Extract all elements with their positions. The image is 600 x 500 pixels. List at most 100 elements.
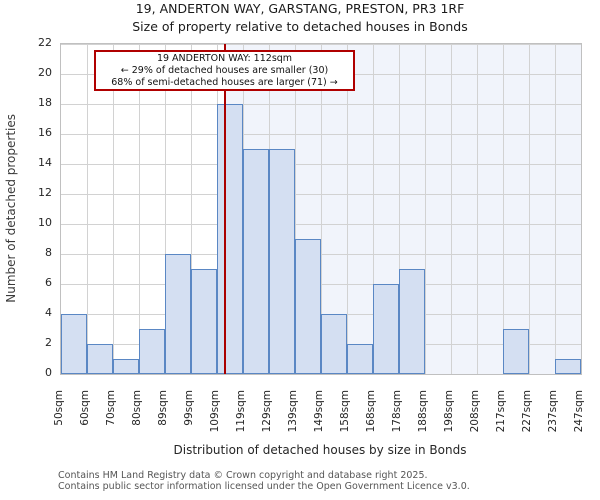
x-tick-text: 158sqm bbox=[339, 390, 351, 433]
plot-area: 19 ANDERTON WAY: 112sqm ← 29% of detache… bbox=[60, 43, 582, 375]
bar-129sqm bbox=[269, 149, 295, 374]
bar-158sqm bbox=[347, 344, 373, 374]
y-tick-label: 4 bbox=[45, 306, 52, 319]
bar-80sqm bbox=[139, 329, 165, 374]
y-tick-label: 8 bbox=[45, 246, 52, 259]
vertical-gridline bbox=[502, 44, 504, 374]
x-tick-label: 188sqm bbox=[417, 390, 429, 436]
bar-60sqm bbox=[87, 344, 113, 374]
x-tick-label: 149sqm bbox=[313, 390, 325, 436]
vertical-gridline bbox=[138, 44, 140, 374]
bar-178sqm bbox=[399, 269, 425, 374]
x-tick-text: 247sqm bbox=[573, 390, 585, 433]
x-tick-label: 208sqm bbox=[469, 390, 481, 436]
x-tick-text: 198sqm bbox=[443, 390, 455, 433]
horizontal-gridline bbox=[61, 44, 581, 45]
bar-149sqm bbox=[321, 314, 347, 374]
bar-217sqm bbox=[503, 329, 529, 374]
x-tick-label: 168sqm bbox=[365, 390, 377, 436]
vertical-gridline bbox=[86, 44, 88, 374]
horizontal-gridline bbox=[61, 164, 581, 165]
x-tick-text: 217sqm bbox=[495, 390, 507, 433]
horizontal-gridline bbox=[61, 104, 581, 105]
x-tick-text: 149sqm bbox=[313, 390, 325, 433]
bar-50sqm bbox=[61, 314, 87, 374]
callout-line-1: 19 ANDERTON WAY: 112sqm bbox=[156, 53, 293, 64]
bar-168sqm bbox=[373, 284, 399, 374]
x-tick-label: 158sqm bbox=[339, 390, 351, 436]
y-tick-label: 16 bbox=[38, 126, 52, 139]
x-axis-label: Distribution of detached houses by size … bbox=[173, 443, 467, 457]
x-tick-label: 80sqm bbox=[131, 390, 143, 430]
horizontal-gridline bbox=[61, 134, 581, 135]
x-tick-text: 168sqm bbox=[365, 390, 377, 433]
vertical-gridline bbox=[346, 44, 348, 374]
x-tick-text: 129sqm bbox=[261, 390, 273, 433]
chart-subtitle: Size of property relative to detached ho… bbox=[132, 19, 468, 34]
vertical-gridline bbox=[398, 44, 400, 374]
horizontal-gridline bbox=[61, 194, 581, 195]
vertical-gridline bbox=[528, 44, 530, 374]
x-tick-text: 188sqm bbox=[417, 390, 429, 433]
bar-237sqm bbox=[555, 359, 581, 374]
callout-line-2: ← 29% of detached houses are smaller (30… bbox=[120, 65, 329, 77]
x-tick-text: 70sqm bbox=[105, 390, 117, 426]
y-tick-label: 0 bbox=[45, 366, 52, 379]
x-tick-text: 237sqm bbox=[547, 390, 559, 433]
callout-line-3: 68% of semi-detached houses are larger (… bbox=[111, 77, 338, 89]
vertical-gridline bbox=[164, 44, 166, 374]
x-tick-text: 227sqm bbox=[521, 390, 533, 433]
x-tick-label: 99sqm bbox=[183, 390, 195, 430]
x-tick-label: 227sqm bbox=[521, 390, 533, 436]
horizontal-gridline bbox=[61, 254, 581, 255]
vertical-gridline bbox=[476, 44, 478, 374]
footer-line1: Contains HM Land Registry data © Crown c… bbox=[58, 470, 428, 481]
x-tick-label: 178sqm bbox=[391, 390, 403, 436]
vertical-gridline bbox=[554, 44, 556, 374]
x-tick-text: 80sqm bbox=[131, 390, 143, 426]
x-tick-label: 60sqm bbox=[79, 390, 91, 430]
y-tick-label: 12 bbox=[38, 186, 52, 199]
x-tick-text: 119sqm bbox=[235, 390, 247, 433]
y-tick-label: 2 bbox=[45, 336, 52, 349]
x-tick-text: 109sqm bbox=[209, 390, 221, 433]
x-tick-label: 70sqm bbox=[105, 390, 117, 430]
y-tick-label: 22 bbox=[38, 36, 52, 49]
bar-109sqm bbox=[217, 104, 243, 374]
x-tick-label: 237sqm bbox=[547, 390, 559, 436]
x-tick-text: 208sqm bbox=[469, 390, 481, 433]
x-tick-text: 139sqm bbox=[287, 390, 299, 433]
vertical-gridline bbox=[320, 44, 322, 374]
chart-title: 19, ANDERTON WAY, GARSTANG, PRESTON, PR3… bbox=[135, 1, 465, 16]
vertical-gridline bbox=[424, 44, 426, 374]
marker-callout: 19 ANDERTON WAY: 112sqm ← 29% of detache… bbox=[94, 50, 355, 91]
x-tick-label: 247sqm bbox=[573, 390, 585, 436]
x-tick-label: 129sqm bbox=[261, 390, 273, 436]
x-tick-text: 50sqm bbox=[53, 390, 65, 426]
horizontal-gridline bbox=[61, 224, 581, 225]
x-tick-label: 50sqm bbox=[53, 390, 65, 430]
x-tick-label: 89sqm bbox=[157, 390, 169, 430]
vertical-gridline bbox=[372, 44, 374, 374]
x-tick-label: 119sqm bbox=[235, 390, 247, 436]
x-tick-text: 99sqm bbox=[183, 390, 195, 426]
x-tick-text: 60sqm bbox=[79, 390, 91, 426]
x-tick-label: 109sqm bbox=[209, 390, 221, 436]
x-tick-text: 178sqm bbox=[391, 390, 403, 433]
x-tick-label: 198sqm bbox=[443, 390, 455, 436]
y-tick-label: 10 bbox=[38, 216, 52, 229]
bar-139sqm bbox=[295, 239, 321, 374]
y-axis-label: Number of detached properties bbox=[4, 113, 18, 303]
x-tick-text: 89sqm bbox=[157, 390, 169, 426]
horizontal-gridline bbox=[61, 284, 581, 285]
bar-99sqm bbox=[191, 269, 217, 374]
y-tick-label: 6 bbox=[45, 276, 52, 289]
vertical-gridline bbox=[190, 44, 192, 374]
y-tick-label: 14 bbox=[38, 156, 52, 169]
y-axis-label-wrap: Number of detached properties bbox=[2, 43, 20, 373]
y-tick-label: 18 bbox=[38, 96, 52, 109]
x-tick-label: 139sqm bbox=[287, 390, 299, 436]
x-tick-label: 217sqm bbox=[495, 390, 507, 436]
bar-70sqm bbox=[113, 359, 139, 374]
